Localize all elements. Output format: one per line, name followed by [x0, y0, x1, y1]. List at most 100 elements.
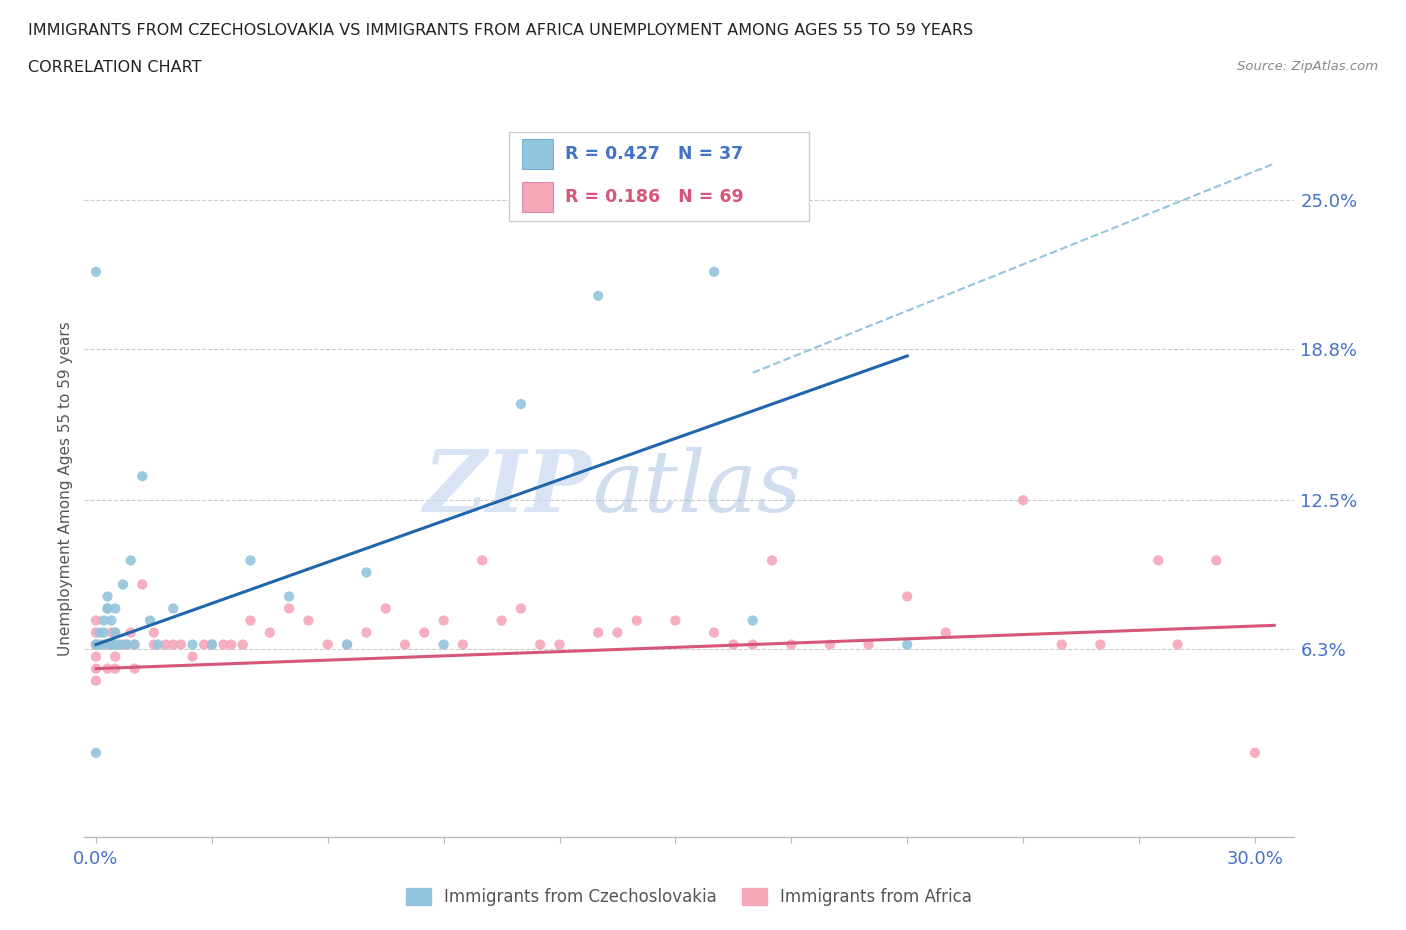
Point	[120, 553, 142, 568]
Point	[89, 625, 111, 640]
Point	[548, 637, 571, 652]
Point	[96, 589, 118, 604]
Point	[193, 637, 215, 652]
Point	[96, 601, 118, 616]
Legend: Immigrants from Czechoslovakia, Immigrants from Africa: Immigrants from Czechoslovakia, Immigran…	[399, 881, 979, 912]
FancyBboxPatch shape	[522, 140, 553, 169]
Point	[1167, 637, 1189, 652]
Text: R = 0.186   N = 69: R = 0.186 N = 69	[565, 188, 744, 206]
Point	[586, 288, 609, 303]
Point	[741, 637, 763, 652]
Point	[703, 264, 725, 279]
Point	[935, 625, 957, 640]
FancyBboxPatch shape	[522, 182, 553, 212]
Text: R = 0.427   N = 37: R = 0.427 N = 37	[565, 145, 742, 164]
Point	[356, 625, 378, 640]
Point	[84, 637, 107, 652]
Point	[356, 565, 378, 580]
Point	[146, 637, 169, 652]
Point	[433, 613, 456, 628]
Point	[297, 613, 319, 628]
Point	[155, 637, 177, 652]
Point	[471, 553, 494, 568]
Text: ZIP: ZIP	[425, 446, 592, 530]
Point	[239, 613, 262, 628]
Point	[84, 637, 107, 652]
Point	[1090, 637, 1112, 652]
Point	[1147, 553, 1170, 568]
Point	[108, 637, 131, 652]
Point	[100, 625, 122, 640]
Point	[115, 637, 138, 652]
Point	[433, 637, 456, 652]
Text: CORRELATION CHART: CORRELATION CHART	[28, 60, 201, 75]
Point	[84, 264, 107, 279]
Point	[896, 637, 918, 652]
Y-axis label: Unemployment Among Ages 55 to 59 years: Unemployment Among Ages 55 to 59 years	[58, 321, 73, 656]
Text: atlas: atlas	[592, 447, 801, 529]
Point	[84, 613, 107, 628]
Point	[115, 637, 138, 652]
Point	[858, 637, 880, 652]
Point	[703, 625, 725, 640]
Point	[1205, 553, 1227, 568]
Point	[100, 637, 122, 652]
Point	[93, 637, 115, 652]
Point	[491, 613, 513, 628]
Point	[124, 637, 146, 652]
Point	[104, 625, 127, 640]
Point	[232, 637, 254, 652]
Point	[780, 637, 803, 652]
Point	[131, 469, 153, 484]
Point	[120, 625, 142, 640]
Point	[104, 637, 127, 652]
Point	[336, 637, 359, 652]
Point	[84, 673, 107, 688]
Point	[104, 601, 127, 616]
Point	[100, 613, 122, 628]
Point	[89, 637, 111, 652]
Point	[142, 637, 165, 652]
Point	[219, 637, 242, 652]
Point	[201, 637, 224, 652]
Point	[96, 661, 118, 676]
Point	[761, 553, 783, 568]
Text: IMMIGRANTS FROM CZECHOSLOVAKIA VS IMMIGRANTS FROM AFRICA UNEMPLOYMENT AMONG AGES: IMMIGRANTS FROM CZECHOSLOVAKIA VS IMMIGR…	[28, 23, 973, 38]
Point	[108, 637, 131, 652]
Point	[104, 625, 127, 640]
Point	[278, 589, 301, 604]
Point	[84, 625, 107, 640]
Point	[104, 649, 127, 664]
Point	[316, 637, 339, 652]
Point	[278, 601, 301, 616]
Point	[509, 396, 531, 411]
Point	[142, 625, 165, 640]
Point	[100, 637, 122, 652]
Point	[84, 661, 107, 676]
Point	[170, 637, 193, 652]
Point	[259, 625, 281, 640]
Point	[93, 625, 115, 640]
Point	[162, 601, 184, 616]
Point	[96, 601, 118, 616]
Point	[509, 601, 531, 616]
Point	[1012, 493, 1035, 508]
Point	[394, 637, 416, 652]
Point	[181, 637, 204, 652]
Point	[96, 637, 118, 652]
Point	[212, 637, 235, 652]
Point	[181, 649, 204, 664]
Point	[1050, 637, 1073, 652]
Point	[606, 625, 628, 640]
Point	[124, 661, 146, 676]
Point	[139, 613, 162, 628]
Point	[626, 613, 648, 628]
Point	[336, 637, 359, 652]
Point	[741, 613, 763, 628]
Point	[201, 637, 224, 652]
Point	[451, 637, 474, 652]
Point	[529, 637, 551, 652]
Point	[84, 637, 107, 652]
FancyBboxPatch shape	[509, 132, 810, 221]
Point	[1244, 745, 1267, 760]
